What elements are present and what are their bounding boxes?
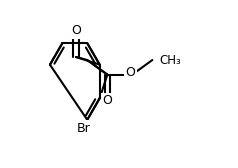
- Text: O: O: [102, 94, 112, 107]
- Text: O: O: [126, 66, 135, 79]
- Text: CH₃: CH₃: [159, 54, 181, 67]
- Text: O: O: [71, 24, 81, 37]
- Text: Br: Br: [77, 122, 91, 135]
